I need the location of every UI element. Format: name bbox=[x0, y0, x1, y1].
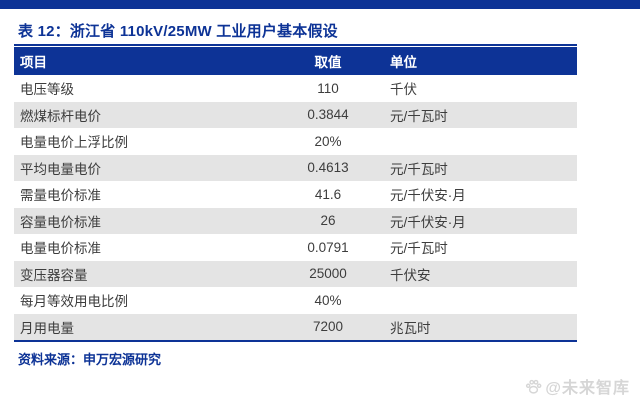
row-item-label: 需量电价标准 bbox=[20, 188, 101, 204]
column-header-value: 取值 bbox=[314, 55, 342, 70]
column-header-unit: 单位 bbox=[390, 55, 417, 70]
row-value: 7200 bbox=[312, 319, 344, 335]
row-value: 25000 bbox=[309, 266, 347, 282]
row-unit: 千伏安 bbox=[390, 267, 431, 283]
row-value: 0.0791 bbox=[307, 239, 349, 255]
table-row: 平均电量电价 0.4613 元/千瓦时 bbox=[14, 154, 577, 181]
row-value: 0.4613 bbox=[307, 160, 349, 176]
watermark-text: @未来智库 bbox=[545, 380, 630, 397]
table-row: 燃煤标杆电价 0.3844 元/千瓦时 bbox=[14, 101, 577, 128]
row-unit: 元/千瓦时 bbox=[390, 241, 448, 257]
row-item-label: 平均电量电价 bbox=[20, 161, 101, 177]
row-item-label: 电量电价标准 bbox=[20, 241, 101, 257]
table-header-row: 项目 取值 单位 bbox=[14, 47, 577, 75]
row-item-label: 电量电价上浮比例 bbox=[20, 135, 128, 151]
table-row: 电量电价标准 0.0791 元/千瓦时 bbox=[14, 234, 577, 261]
row-value: 110 bbox=[317, 80, 339, 96]
table-bottom-rule bbox=[14, 340, 577, 342]
table-row: 电压等级 110 千伏 bbox=[14, 75, 577, 102]
table-row: 变压器容量 25000 千伏安 bbox=[14, 260, 577, 287]
row-item-label: 每月等效用电比例 bbox=[20, 294, 128, 310]
row-unit: 元/千伏安·月 bbox=[390, 214, 466, 230]
assumptions-table: 项目 取值 单位 电压等级 110 千伏 燃煤标杆电价 0.3844 元/千瓦时 电量电价上… bbox=[14, 44, 577, 342]
paw-icon bbox=[525, 378, 542, 395]
table-row: 每月等效用电比例 40% bbox=[14, 287, 577, 314]
table-body: 电压等级 110 千伏 燃煤标杆电价 0.3844 元/千瓦时 电量电价上浮比例 20% 平均电… bbox=[14, 75, 577, 340]
row-item-label: 容量电价标准 bbox=[20, 214, 101, 230]
row-item-label: 变压器容量 bbox=[20, 267, 88, 283]
row-unit: 元/千伏安·月 bbox=[390, 188, 466, 204]
row-unit: 元/千瓦时 bbox=[390, 161, 448, 177]
source-note: 资料来源：申万宏源研究 bbox=[18, 352, 162, 367]
row-item-label: 月用电量 bbox=[20, 320, 74, 336]
row-value: 20% bbox=[314, 133, 342, 149]
table-row: 需量电价标准 41.6 元/千伏安·月 bbox=[14, 181, 577, 208]
row-unit: 千伏 bbox=[390, 82, 417, 98]
table-row: 容量电价标准 26 元/千伏安·月 bbox=[14, 207, 577, 234]
row-item-label: 电压等级 bbox=[20, 82, 74, 98]
table-title: 表 12：浙江省 110kV/25MW 工业用户基本假设 bbox=[18, 23, 338, 40]
table-row: 电量电价上浮比例 20% bbox=[14, 128, 577, 155]
table-row: 月用电量 7200 兆瓦时 bbox=[14, 313, 577, 340]
column-header-item: 项目 bbox=[20, 55, 47, 70]
page-top-rule bbox=[0, 0, 640, 9]
row-unit: 元/千瓦时 bbox=[390, 108, 448, 124]
row-value: 26 bbox=[320, 213, 336, 229]
row-item-label: 燃煤标杆电价 bbox=[20, 108, 101, 124]
row-unit: 兆瓦时 bbox=[390, 320, 431, 336]
row-value: 40% bbox=[314, 292, 342, 308]
watermark: @未来智库 bbox=[525, 374, 630, 398]
row-value: 41.6 bbox=[314, 186, 342, 202]
table-top-rule bbox=[14, 44, 577, 46]
row-value: 0.3844 bbox=[307, 107, 349, 123]
